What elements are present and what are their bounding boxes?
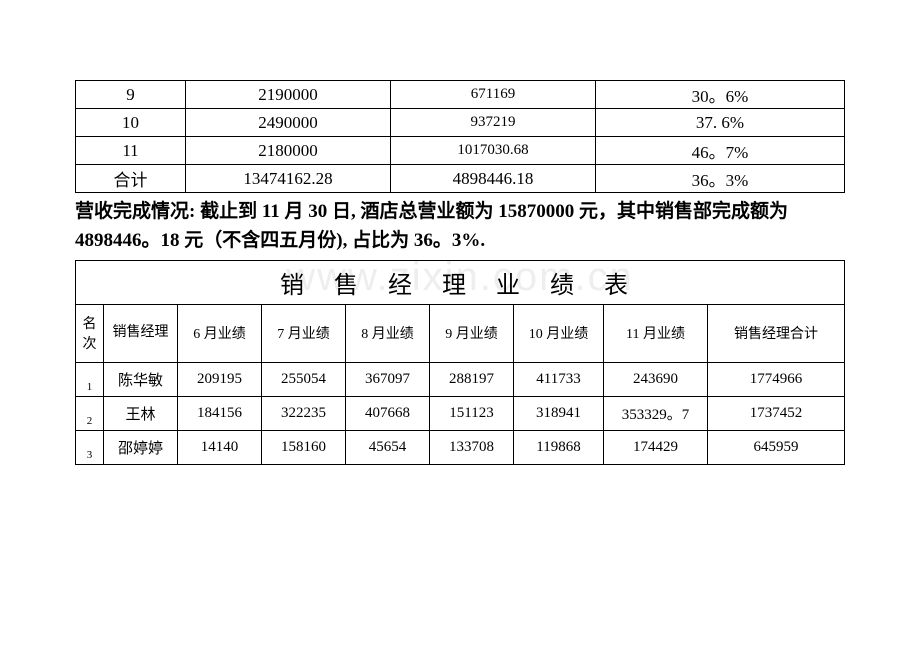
cell-actual: 671169 [391, 81, 596, 109]
cell-rank: 3 [76, 430, 104, 464]
cell-m7: 322235 [262, 396, 346, 430]
header-month-11: 11 月业绩 [604, 304, 708, 362]
cell-m11: 174429 [604, 430, 708, 464]
document-content: 9 2190000 671169 30。6% 10 2490000 937219… [75, 80, 845, 465]
table-row: 2 王林 184156 322235 407668 151123 318941 … [76, 396, 845, 430]
cell-m7: 255054 [262, 362, 346, 396]
cell-m11: 243690 [604, 362, 708, 396]
cell-m8: 367097 [346, 362, 430, 396]
cell-m9: 288197 [430, 362, 514, 396]
cell-manager: 陈华敏 [104, 362, 178, 396]
cell-m6: 209195 [178, 362, 262, 396]
header-month-8: 8 月业绩 [346, 304, 430, 362]
cell-m9: 133708 [430, 430, 514, 464]
table-row: 10 2490000 937219 37. 6% [76, 109, 845, 137]
cell-month: 11 [76, 137, 186, 165]
header-month-9: 9 月业绩 [430, 304, 514, 362]
cell-actual: 4898446.18 [391, 165, 596, 193]
cell-target: 2190000 [186, 81, 391, 109]
header-month-6: 6 月业绩 [178, 304, 262, 362]
cell-target: 13474162.28 [186, 165, 391, 193]
cell-month: 10 [76, 109, 186, 137]
cell-percent: 36。3% [596, 165, 845, 193]
cell-percent: 30。6% [596, 81, 845, 109]
header-total: 销售经理合计 [708, 304, 845, 362]
table-row-total: 合计 13474162.28 4898446.18 36。3% [76, 165, 845, 193]
table-title: 销 售 经 理 业 绩 表 [76, 260, 845, 304]
cell-manager: 王林 [104, 396, 178, 430]
cell-target: 2490000 [186, 109, 391, 137]
header-month-7: 7 月业绩 [262, 304, 346, 362]
cell-m9: 151123 [430, 396, 514, 430]
cell-total: 1774966 [708, 362, 845, 396]
cell-rank: 1 [76, 362, 104, 396]
cell-total-label: 合计 [76, 165, 186, 193]
cell-percent: 37. 6% [596, 109, 845, 137]
cell-actual: 937219 [391, 109, 596, 137]
table-row: 1 陈华敏 209195 255054 367097 288197 411733… [76, 362, 845, 396]
summary-table: 9 2190000 671169 30。6% 10 2490000 937219… [75, 80, 845, 193]
cell-rank: 2 [76, 396, 104, 430]
cell-total: 645959 [708, 430, 845, 464]
table-header-row: 名次 销售经理 6 月业绩 7 月业绩 8 月业绩 9 月业绩 10 月业绩 1… [76, 304, 845, 362]
revenue-summary-paragraph: 营收完成情况: 截止到 11 月 30 日, 酒店总营业额为 15870000 … [75, 197, 845, 256]
table-row: 3 邵婷婷 14140 158160 45654 133708 119868 1… [76, 430, 845, 464]
cell-m10: 119868 [514, 430, 604, 464]
manager-performance-table: 销 售 经 理 业 绩 表 名次 销售经理 6 月业绩 7 月业绩 8 月业绩 … [75, 260, 845, 465]
cell-m8: 45654 [346, 430, 430, 464]
cell-month: 9 [76, 81, 186, 109]
cell-manager: 邵婷婷 [104, 430, 178, 464]
table-row: 11 2180000 1017030.68 46。7% [76, 137, 845, 165]
cell-percent: 46。7% [596, 137, 845, 165]
cell-total: 1737452 [708, 396, 845, 430]
table-title-row: 销 售 经 理 业 绩 表 [76, 260, 845, 304]
header-month-10: 10 月业绩 [514, 304, 604, 362]
cell-target: 2180000 [186, 137, 391, 165]
table-row: 9 2190000 671169 30。6% [76, 81, 845, 109]
header-manager: 销售经理 [104, 304, 178, 362]
summary-table-body: 9 2190000 671169 30。6% 10 2490000 937219… [76, 81, 845, 193]
cell-actual: 1017030.68 [391, 137, 596, 165]
cell-m10: 411733 [514, 362, 604, 396]
cell-m11: 353329。7 [604, 396, 708, 430]
cell-m7: 158160 [262, 430, 346, 464]
header-rank: 名次 [76, 304, 104, 362]
cell-m8: 407668 [346, 396, 430, 430]
cell-m6: 14140 [178, 430, 262, 464]
cell-m10: 318941 [514, 396, 604, 430]
cell-m6: 184156 [178, 396, 262, 430]
